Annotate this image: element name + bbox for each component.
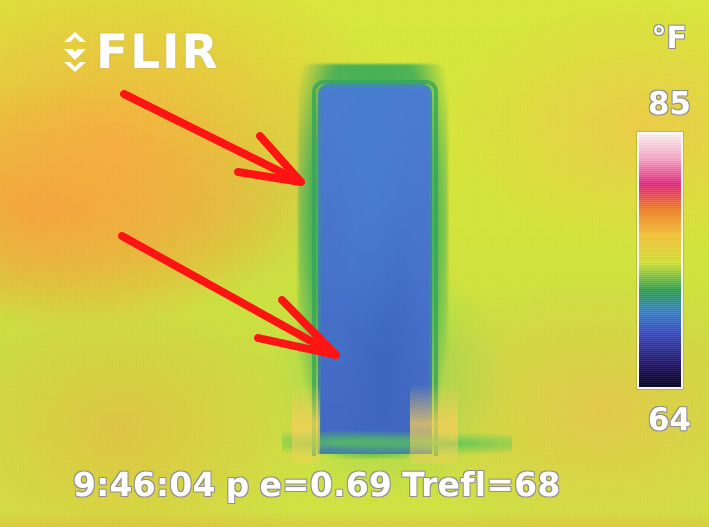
capture-mode: p xyxy=(225,465,250,504)
floor-warm-spot-right xyxy=(410,384,458,464)
temperature-color-scale xyxy=(637,132,683,389)
floor-warm-spot-left xyxy=(292,384,320,464)
temperature-unit-label: °F xyxy=(651,21,688,56)
emissivity-value: e=0.69 xyxy=(259,465,393,504)
reflected-temperature-value: Trefl=68 xyxy=(402,465,561,504)
capture-status-line: 9:46:04 p e=0.69 Trefl=68 xyxy=(73,468,560,501)
bottom-warm-strip xyxy=(0,511,709,527)
temperature-scale-max: 85 xyxy=(647,86,691,122)
flir-logo-icon xyxy=(62,31,88,73)
floor-cold-band xyxy=(282,431,512,459)
brand-name: FLIR xyxy=(96,24,220,80)
capture-time: 9:46:04 xyxy=(73,465,216,504)
temperature-scale-min: 64 xyxy=(647,402,691,438)
brand-logo: FLIR xyxy=(62,26,220,78)
